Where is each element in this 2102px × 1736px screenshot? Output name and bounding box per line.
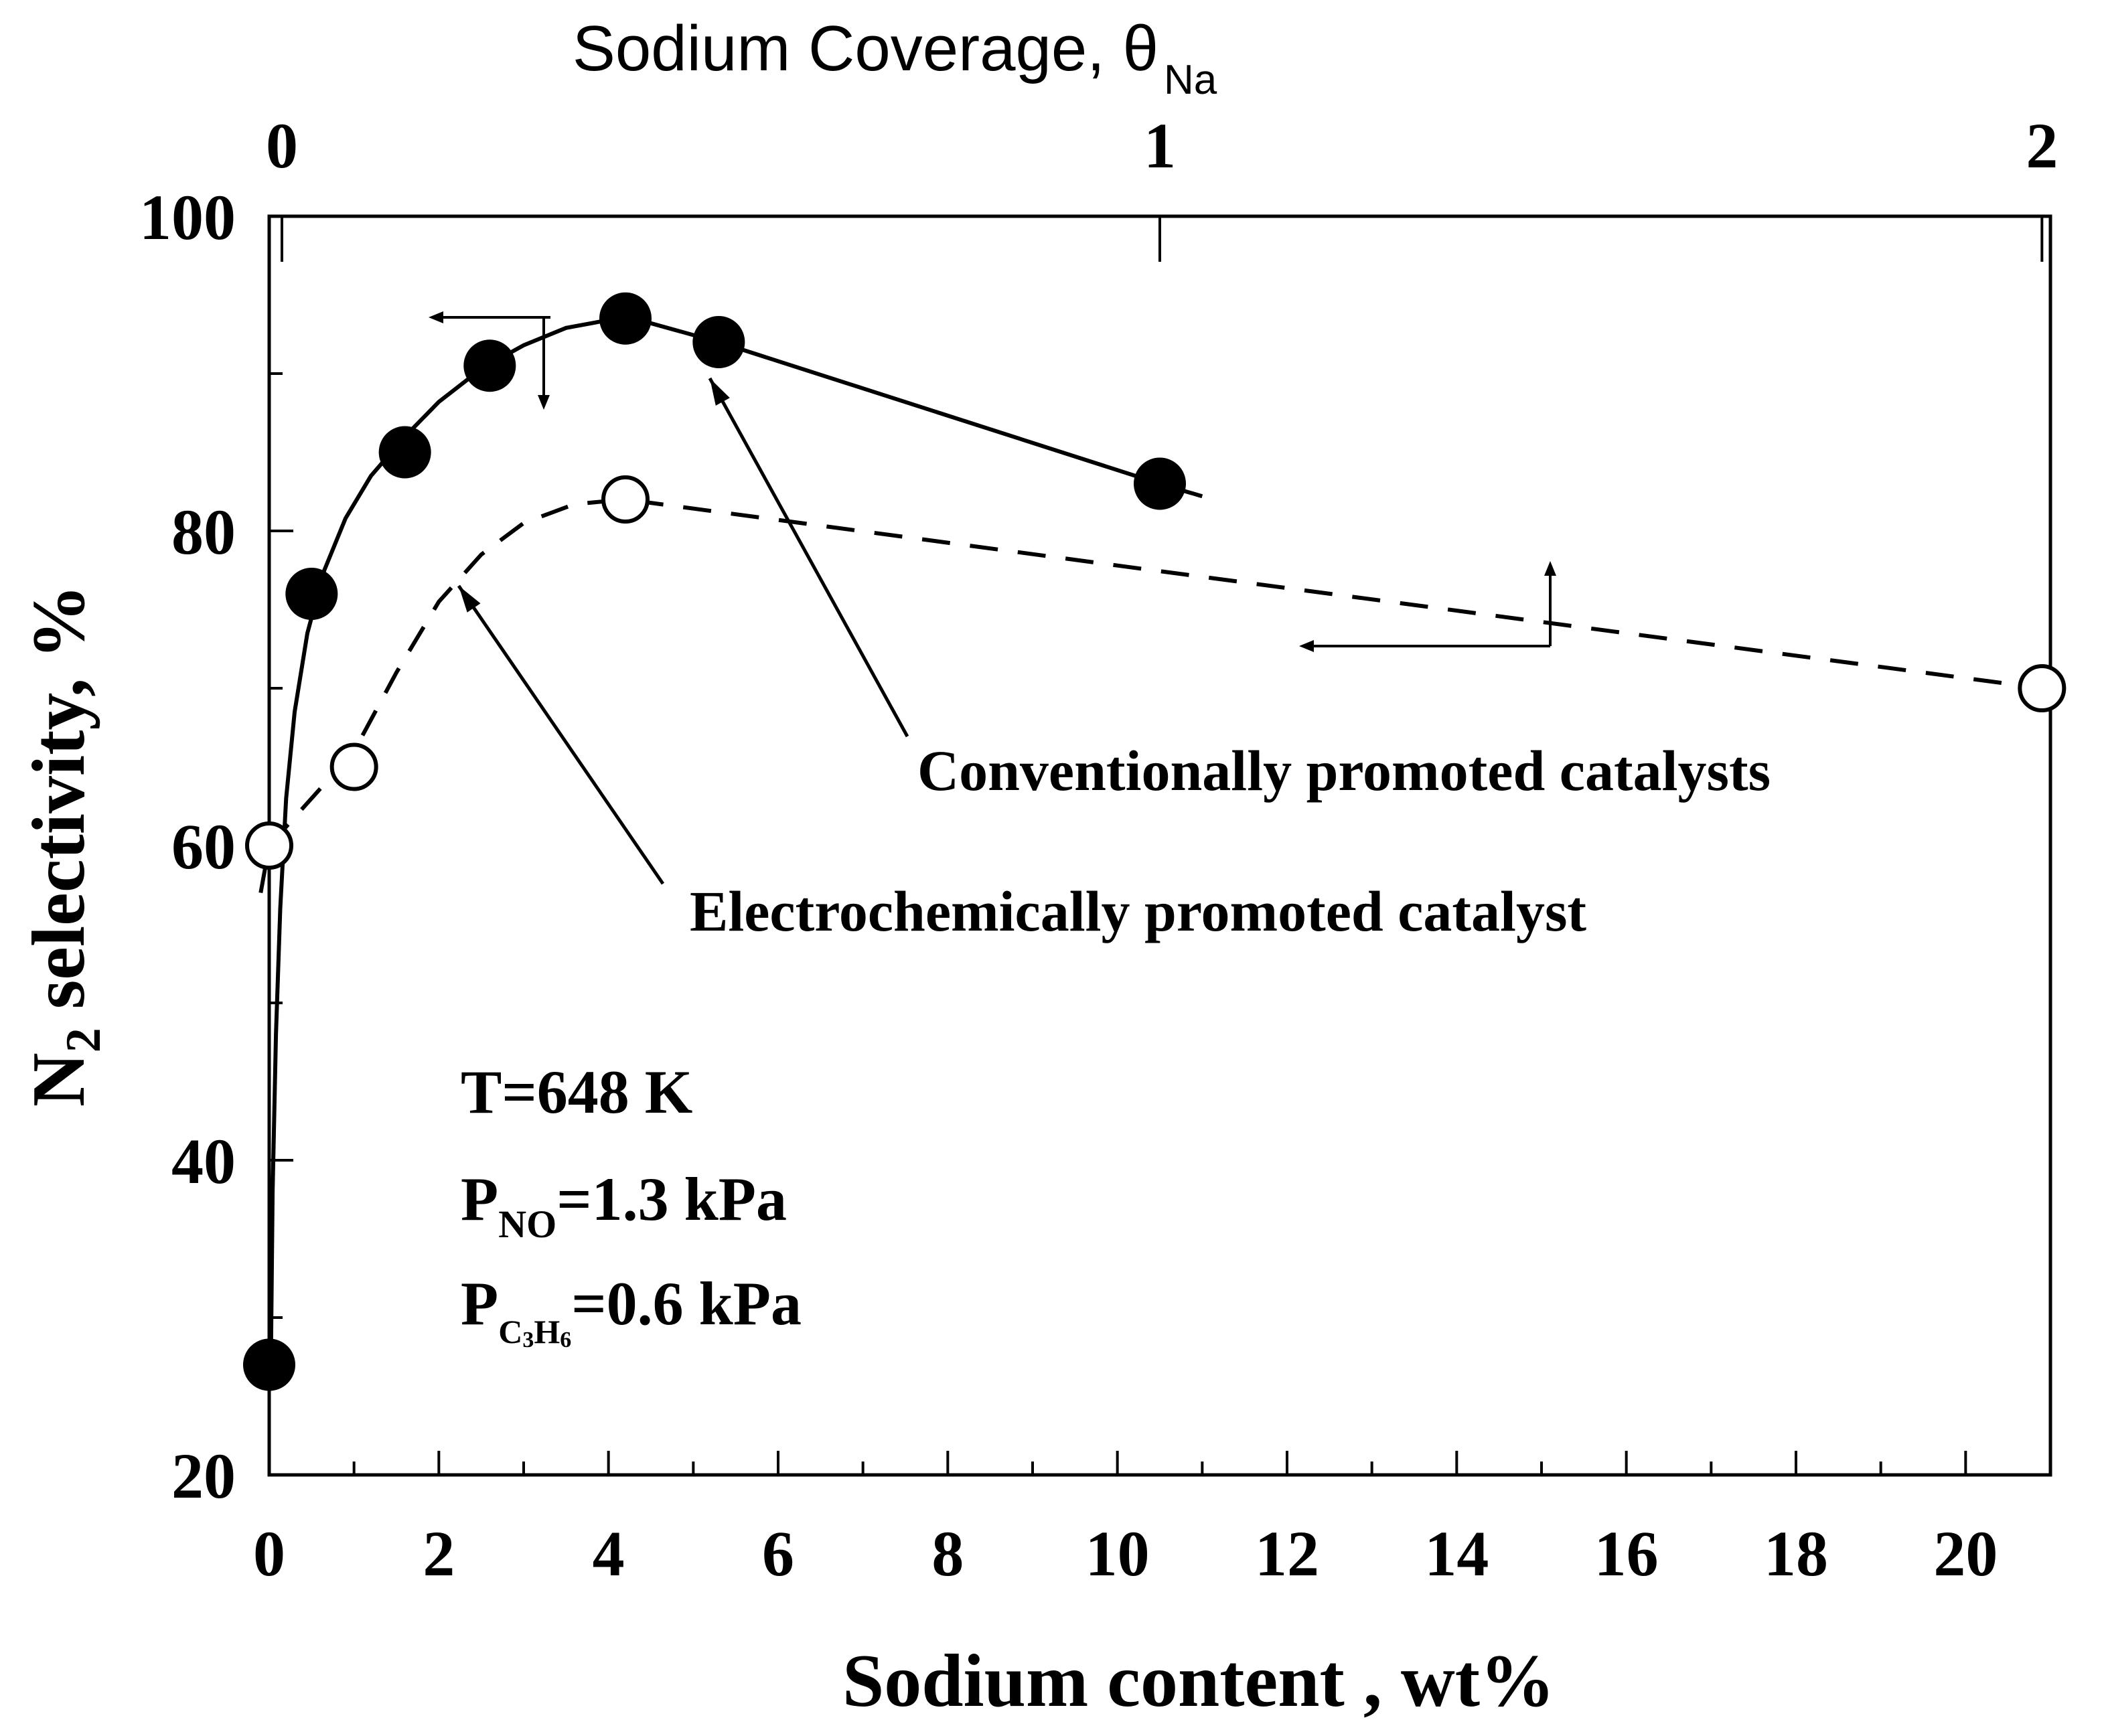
y-axis-title-n: N bbox=[17, 1052, 100, 1107]
condition-pressure-c3h6: PC3H6=0.6 kPa bbox=[461, 1269, 802, 1352]
pointer-electrochemical-line bbox=[457, 584, 665, 885]
x-tick-label: 4 bbox=[593, 1518, 625, 1589]
annotation-conventional: Conventionally promoted catalysts bbox=[917, 738, 1771, 803]
annotation-electrochemical: Electrochemically promoted catalyst bbox=[690, 879, 1586, 943]
x-axis-ticks: 0 2 4 6 8 10 12 14 16 18 20 bbox=[253, 1451, 2052, 1589]
pointer-electrochemical-head bbox=[459, 586, 481, 613]
p-c3h6-sub-c: C bbox=[498, 1313, 522, 1350]
x-axis-title: Sodium content , wt% bbox=[842, 1640, 1555, 1723]
p-c3h6-sub-6: 6 bbox=[560, 1328, 571, 1352]
conventional-data-point bbox=[285, 568, 338, 620]
indicator-arrowhead bbox=[538, 395, 550, 410]
x-tick-label: 14 bbox=[1424, 1518, 1489, 1589]
pointer-conventional-head bbox=[710, 378, 730, 406]
indicator-arrowhead bbox=[429, 311, 443, 323]
y-tick-label: 60 bbox=[171, 811, 236, 882]
p-c3h6-value: =0.6 kPa bbox=[571, 1269, 802, 1338]
indicator-arrowhead bbox=[1544, 561, 1556, 576]
data-points bbox=[243, 292, 2067, 1391]
plot-frame bbox=[267, 214, 2052, 1477]
electrochemical-fit-curve bbox=[258, 497, 2042, 894]
y-axis-title-rest: selectivity, % bbox=[17, 584, 100, 1028]
electrochemical-data-point bbox=[329, 742, 378, 791]
top-axis-title-subscript: Na bbox=[1164, 57, 1217, 103]
electrochemical-data-point bbox=[245, 821, 293, 870]
p-c3h6-sub-h: H bbox=[534, 1313, 560, 1350]
y-axis-title: N2 selectivity, % bbox=[17, 584, 111, 1107]
y-tick-label: 100 bbox=[139, 181, 236, 253]
electrochemical-data-point bbox=[601, 475, 650, 524]
y-tick-label: 40 bbox=[171, 1125, 236, 1197]
pointer-conventional-line bbox=[708, 377, 909, 738]
y-tick-label: 80 bbox=[171, 496, 236, 568]
x-tick-label: 16 bbox=[1594, 1518, 1659, 1589]
conventional-data-point bbox=[243, 1338, 295, 1391]
y-axis-title-subscript: 2 bbox=[56, 1028, 111, 1052]
axis-indicator-arrows bbox=[429, 311, 1556, 652]
x-tick-label: 2 bbox=[423, 1518, 455, 1589]
p-no-prefix: P bbox=[461, 1165, 498, 1233]
top-tick-label: 1 bbox=[1144, 110, 1176, 181]
p-c3h6-prefix: P bbox=[461, 1269, 498, 1338]
top-axis-title: Sodium Coverage, θ bbox=[573, 13, 1158, 84]
p-c3h6-sub-3: 3 bbox=[522, 1328, 534, 1352]
p-no-subscript: NO bbox=[498, 1202, 556, 1246]
electrochemical-data-point bbox=[2018, 664, 2067, 712]
conventional-data-point bbox=[599, 292, 652, 345]
top-axis-ticks: 0 1 2 bbox=[266, 110, 2058, 262]
top-tick-label: 2 bbox=[2026, 110, 2058, 181]
svg-text:N2 selectivity, %: N2 selectivity, % bbox=[17, 584, 111, 1107]
x-tick-label: 10 bbox=[1085, 1518, 1150, 1589]
x-tick-label: 20 bbox=[1933, 1518, 1998, 1589]
conventional-data-point bbox=[463, 339, 516, 392]
top-tick-label: 0 bbox=[266, 110, 298, 181]
p-no-value: =1.3 kPa bbox=[556, 1165, 787, 1233]
x-tick-label: 8 bbox=[931, 1518, 964, 1589]
x-tick-label: 6 bbox=[762, 1518, 794, 1589]
x-tick-label: 12 bbox=[1255, 1518, 1319, 1589]
indicator-arrowhead bbox=[1299, 640, 1314, 652]
conventional-data-point bbox=[1134, 457, 1186, 510]
annotation-pointers bbox=[457, 377, 909, 885]
x-tick-label: 0 bbox=[253, 1518, 285, 1589]
conventional-data-point bbox=[378, 426, 431, 479]
conventional-data-point bbox=[692, 316, 745, 368]
y-axis-ticks: 20 40 60 80 100 bbox=[139, 181, 293, 1512]
condition-temperature: T=648 K bbox=[461, 1058, 692, 1126]
condition-pressure-no: PNO=1.3 kPa bbox=[461, 1165, 787, 1246]
x-tick-label: 18 bbox=[1764, 1518, 1828, 1589]
y-tick-label: 20 bbox=[171, 1440, 236, 1512]
